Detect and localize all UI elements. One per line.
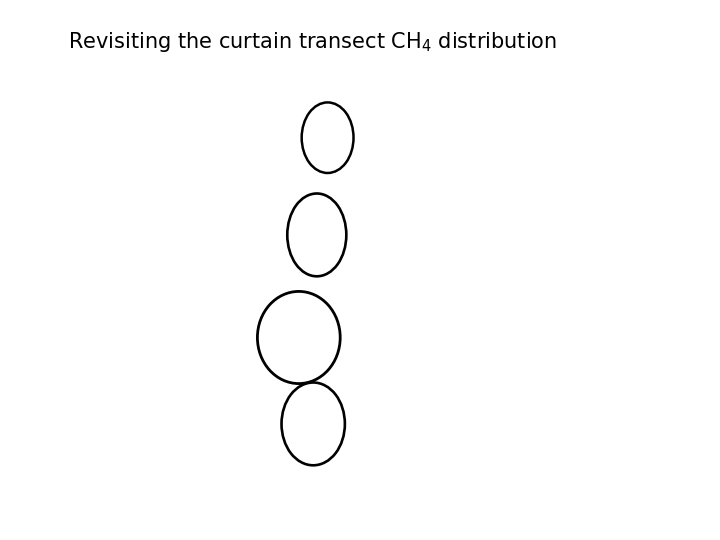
Text: Revisiting the curtain transect CH$_4$ distribution: Revisiting the curtain transect CH$_4$ d…: [68, 30, 557, 53]
